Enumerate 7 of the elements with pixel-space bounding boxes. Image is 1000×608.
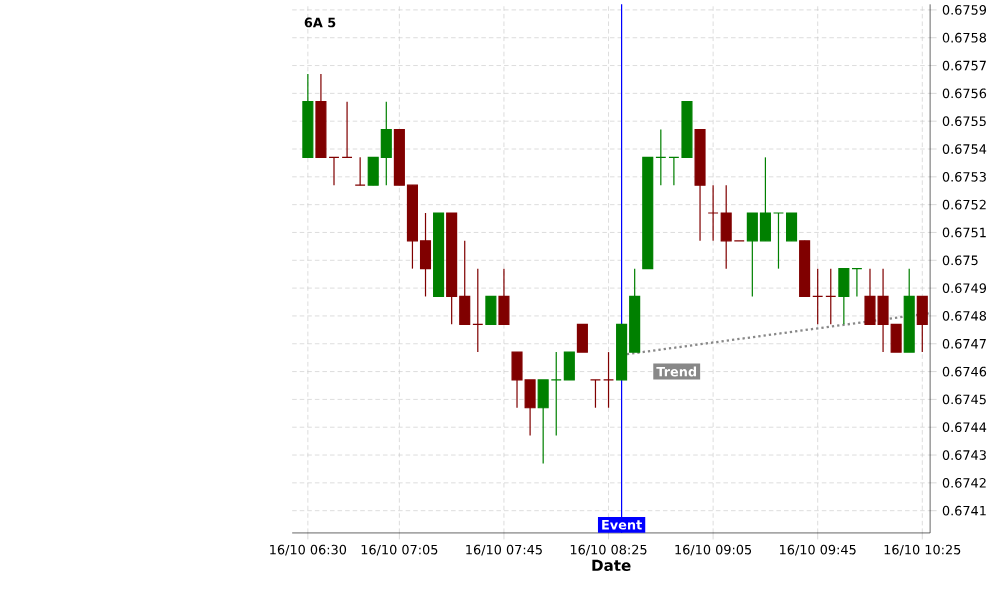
candlestick [354,156,366,186]
candlestick [576,323,588,353]
candlestick [602,351,615,408]
candlestick [498,267,510,325]
candlestick [485,295,497,325]
candlestick [916,295,928,353]
candlestick [589,378,602,408]
